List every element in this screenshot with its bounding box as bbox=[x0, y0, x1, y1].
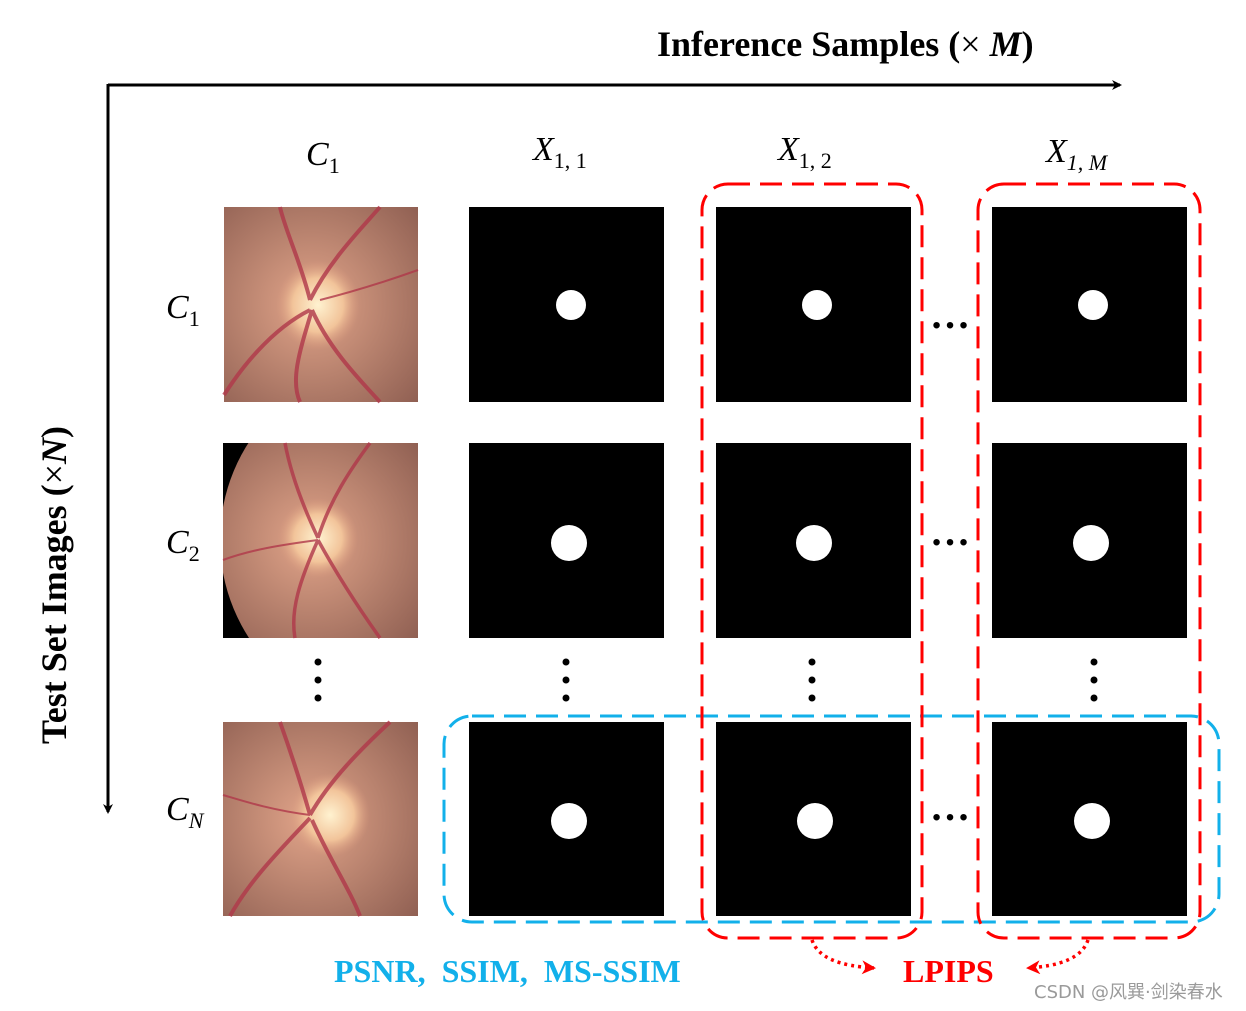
fundus-image-c1 bbox=[222, 205, 419, 404]
metric-label-psnr-ssim: PSNR, SSIM, MS-SSIM bbox=[334, 953, 681, 989]
fundus-image-c2 bbox=[222, 441, 418, 640]
column-header-x12: X1, 2 bbox=[776, 131, 832, 173]
horizontal-axis-label: Inference Samples (× M) bbox=[657, 24, 1034, 64]
mask-x1m-c1 bbox=[992, 207, 1187, 402]
lpips-group-box-x12 bbox=[700, 182, 924, 940]
column-header-x11: X1, 1 bbox=[531, 131, 587, 173]
metric-label-lpips: LPIPS bbox=[903, 953, 994, 989]
dotted-arrow-right bbox=[1026, 939, 1090, 975]
mask-grid bbox=[469, 207, 1187, 916]
vertical-axis-label: Test Set Images (×N) bbox=[34, 426, 74, 744]
mask-x12-cn bbox=[716, 722, 911, 916]
horizontal-ellipsis-row1: … bbox=[930, 292, 970, 337]
mask-x11-cn bbox=[469, 722, 664, 916]
fundus-image-cn bbox=[222, 720, 418, 917]
mask-x1m-c2 bbox=[992, 443, 1187, 638]
row-label-c2: C2 bbox=[166, 524, 200, 566]
row-label-cn: CN bbox=[166, 791, 205, 833]
vertical-ellipses bbox=[314, 658, 1098, 702]
watermark: CSDN @风巽·剑染春水 bbox=[1034, 982, 1223, 1003]
horizontal-ellipsis-row2: … bbox=[930, 509, 970, 554]
lpips-group-box-x1m bbox=[976, 182, 1202, 940]
psnr-ssim-group-box bbox=[442, 714, 1221, 924]
dotted-arrow-left bbox=[810, 939, 876, 975]
column-header-x1m: X1, M bbox=[1044, 133, 1109, 175]
mask-x11-c1 bbox=[469, 207, 664, 402]
mask-x1m-cn bbox=[992, 722, 1187, 916]
mask-x12-c2 bbox=[716, 443, 911, 638]
mask-x12-c1 bbox=[716, 207, 911, 402]
column-header-c1: C1 bbox=[306, 136, 340, 178]
row-label-c1: C1 bbox=[166, 289, 200, 331]
mask-x11-c2 bbox=[469, 443, 664, 638]
horizontal-ellipsis-rown: … bbox=[930, 784, 970, 829]
